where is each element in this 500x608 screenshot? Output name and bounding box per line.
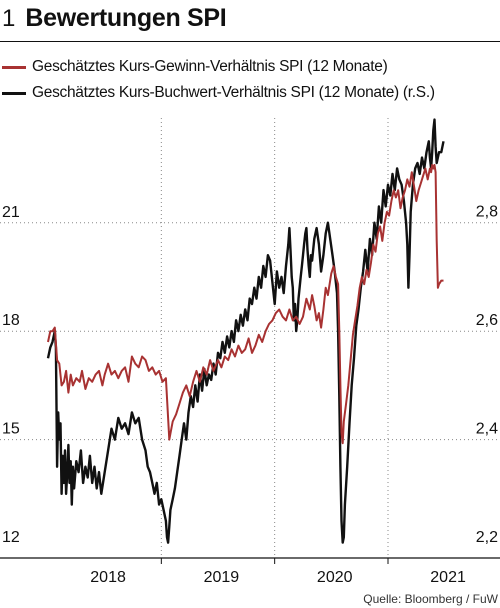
y-right-tick-label-2-8: 2,8 [476,204,498,221]
legend: Geschätztes Kurs-Gewinn-Verhältnis SPI (… [0,54,500,106]
x-tick-label-2019: 2019 [204,569,240,586]
chart-title: Bewertungen SPI [25,4,227,32]
series-line-pe [47,164,444,445]
chart-header: 1 Bewertungen SPI [0,4,227,38]
x-tick-label-2020: 2020 [317,569,353,586]
y-left-tick-label-12: 12 [2,529,20,546]
y-right-tick-label-2-6: 2,6 [476,312,498,329]
legend-item-pb: Geschätztes Kurs-Buchwert-Verhältnis SPI… [0,80,500,106]
legend-swatch-pe [2,65,26,69]
legend-label-pb: Geschätztes Kurs-Buchwert-Verhältnis SPI… [32,84,435,101]
y-left-tick-label-21: 21 [2,204,20,221]
legend-item-pe: Geschätztes Kurs-Gewinn-Verhältnis SPI (… [0,54,500,80]
y-left-tick-label-18: 18 [2,312,20,329]
source-note: Quelle: Bloomberg / FuW [363,592,498,606]
x-tick-label-2021: 2021 [430,569,466,586]
legend-label-pe: Geschätztes Kurs-Gewinn-Verhältnis SPI (… [32,58,388,75]
chart-number: 1 [2,5,16,32]
series-line-pb [46,118,445,544]
y-right-tick-label-2-2: 2,2 [476,529,498,546]
title-rule [0,41,500,42]
legend-swatch-pb [2,91,26,95]
y-right-tick-label-2-4: 2,4 [476,421,498,438]
x-tick-label-2018: 2018 [90,569,126,586]
y-left-tick-label-15: 15 [2,421,20,438]
